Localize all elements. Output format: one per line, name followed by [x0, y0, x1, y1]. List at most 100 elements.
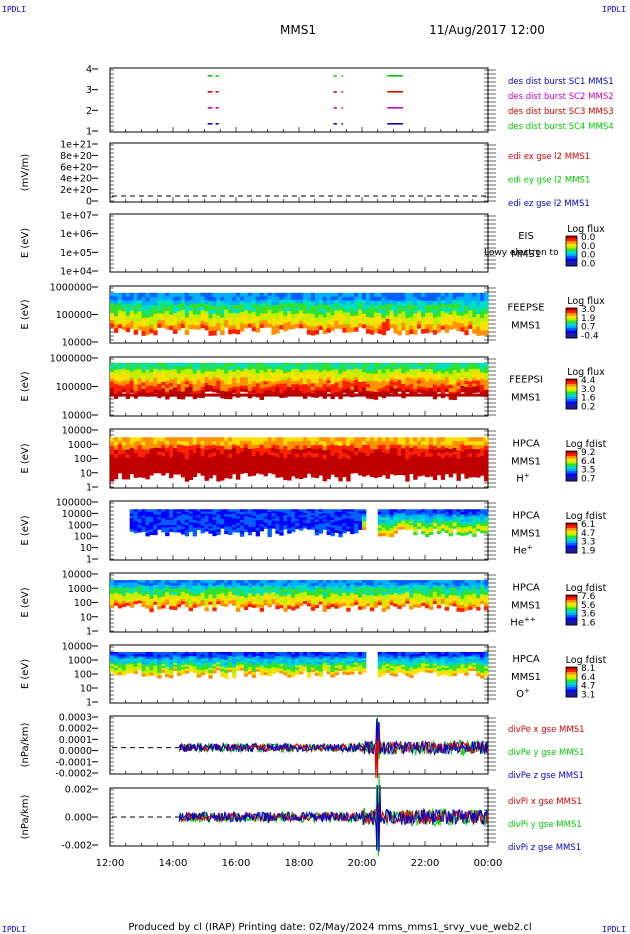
- spectrogram-cell: [247, 603, 253, 608]
- spectrogram-cell: [216, 601, 221, 605]
- spectrogram-cell: [338, 467, 343, 473]
- spectrogram-cell: [255, 328, 261, 333]
- spectrogram-cell: [243, 310, 249, 315]
- spectrogram-cell: [476, 517, 481, 521]
- spectrogram-cell: [432, 518, 438, 522]
- spectrogram-cell: [133, 591, 138, 595]
- spectrogram-cell: [373, 320, 379, 326]
- spectrogram-cell: [358, 521, 363, 524]
- colorbar-step: [566, 451, 577, 454]
- spectrogram-cell: [302, 324, 308, 329]
- spectrogram-cell: [224, 362, 229, 368]
- spectrogram-cell: [228, 384, 233, 389]
- spectrogram-cell: [184, 321, 190, 327]
- spectrogram-cell: [436, 531, 442, 535]
- colorbar-frame: [565, 594, 578, 626]
- spectrogram-cell: [468, 516, 473, 520]
- spectrogram-cell: [425, 308, 430, 314]
- spectrogram-cell: [413, 366, 418, 371]
- spectrogram-cell: [350, 509, 355, 513]
- spectrogram-cell: [405, 527, 410, 531]
- spectrogram-cell: [161, 463, 166, 468]
- spectrogram-cell: [236, 369, 241, 374]
- spectrogram-cell: [192, 514, 198, 518]
- spectrogram-cell: [354, 461, 359, 467]
- spectrogram-cell: [192, 314, 198, 319]
- spectrogram-cell: [409, 511, 414, 514]
- spectrogram-cell: [421, 304, 426, 310]
- spectrogram-cell: [440, 366, 446, 371]
- spectrogram-cell: [283, 319, 288, 324]
- spectrogram-cell: [342, 518, 347, 522]
- spectrogram-cell: [358, 375, 363, 380]
- spectrogram-cell: [338, 463, 343, 469]
- spectrogram-cell: [208, 309, 213, 315]
- spectrogram-cell: [110, 582, 115, 587]
- spectrogram-cell: [259, 313, 264, 318]
- spectrogram-cell: [236, 527, 241, 531]
- spectrogram-cell: [385, 391, 390, 396]
- spectrogram-cell: [377, 472, 383, 478]
- spectrogram-cell: [216, 584, 221, 588]
- spectrogram-cell: [169, 362, 174, 367]
- spectrogram-cell: [381, 373, 387, 378]
- spectrogram-cell: [405, 330, 410, 336]
- spectrogram-cell: [287, 596, 292, 601]
- spectrogram-cell: [421, 516, 426, 520]
- colorbar-tick-label: 0.0: [581, 251, 596, 261]
- spectrogram-cell: [275, 445, 280, 450]
- spectrogram-cell: [220, 600, 225, 604]
- spectrogram-cell: [385, 311, 390, 316]
- spectrogram-cell: [385, 362, 390, 367]
- spectrogram-cell: [173, 309, 178, 314]
- spectrogram-cell: [393, 530, 398, 534]
- spectrogram-cell: [283, 376, 288, 381]
- spectrogram-cell: [425, 528, 430, 532]
- spectrogram-cell: [184, 509, 190, 513]
- spectrogram-cell: [184, 365, 190, 370]
- spectrogram-cell: [184, 441, 190, 447]
- spectrogram-cell: [117, 585, 123, 589]
- spectrogram-cell: [165, 437, 170, 442]
- spectrogram-cell: [302, 520, 308, 523]
- spectrogram-cell: [243, 303, 249, 308]
- spectrogram-cell: [291, 592, 296, 596]
- spectrogram-cell: [117, 313, 123, 318]
- spectrogram-cell: [350, 316, 355, 321]
- spectrogram-cell: [476, 326, 481, 332]
- spectrogram-cell: [228, 465, 233, 471]
- spectrogram-cell: [110, 299, 115, 304]
- spectrogram-cell: [192, 580, 198, 584]
- spectrogram-cell: [362, 472, 367, 477]
- spectrogram-cell: [200, 590, 205, 594]
- spectrogram-cell: [456, 471, 461, 477]
- colorbar-step: [566, 315, 577, 319]
- spectrogram-cell: [428, 328, 434, 333]
- spectrogram-cell: [472, 472, 477, 478]
- spectrogram-cell: [436, 448, 442, 453]
- spectrogram-cell: [153, 580, 158, 584]
- spectrogram-cell: [350, 376, 355, 381]
- spectrogram-cell: [125, 316, 131, 321]
- spectrogram-cell: [271, 596, 276, 600]
- spectrogram-cell: [440, 528, 446, 532]
- spectrogram-cell: [121, 296, 127, 301]
- spectrogram-cell: [377, 369, 383, 374]
- spectrogram-cell: [326, 445, 331, 451]
- spectrogram-cell: [208, 511, 213, 515]
- spectrogram-cell: [110, 445, 115, 451]
- spectrogram-cell: [413, 321, 418, 327]
- spectrogram-cell: [141, 529, 146, 532]
- spectrogram-cell: [267, 444, 272, 449]
- spectrogram-cell: [192, 377, 198, 382]
- spectrogram-cell: [165, 395, 170, 400]
- spectrogram-cell: [460, 311, 465, 317]
- spectrogram-cell: [432, 313, 438, 319]
- spectrogram-cell: [165, 601, 170, 605]
- spectrogram-cell: [176, 391, 182, 396]
- spectrogram-cell: [381, 514, 387, 518]
- spectrogram-cell: [472, 460, 477, 466]
- spectrogram-cell: [421, 316, 426, 322]
- spectrogram-cell: [425, 328, 430, 334]
- spectrogram-cell: [322, 467, 327, 473]
